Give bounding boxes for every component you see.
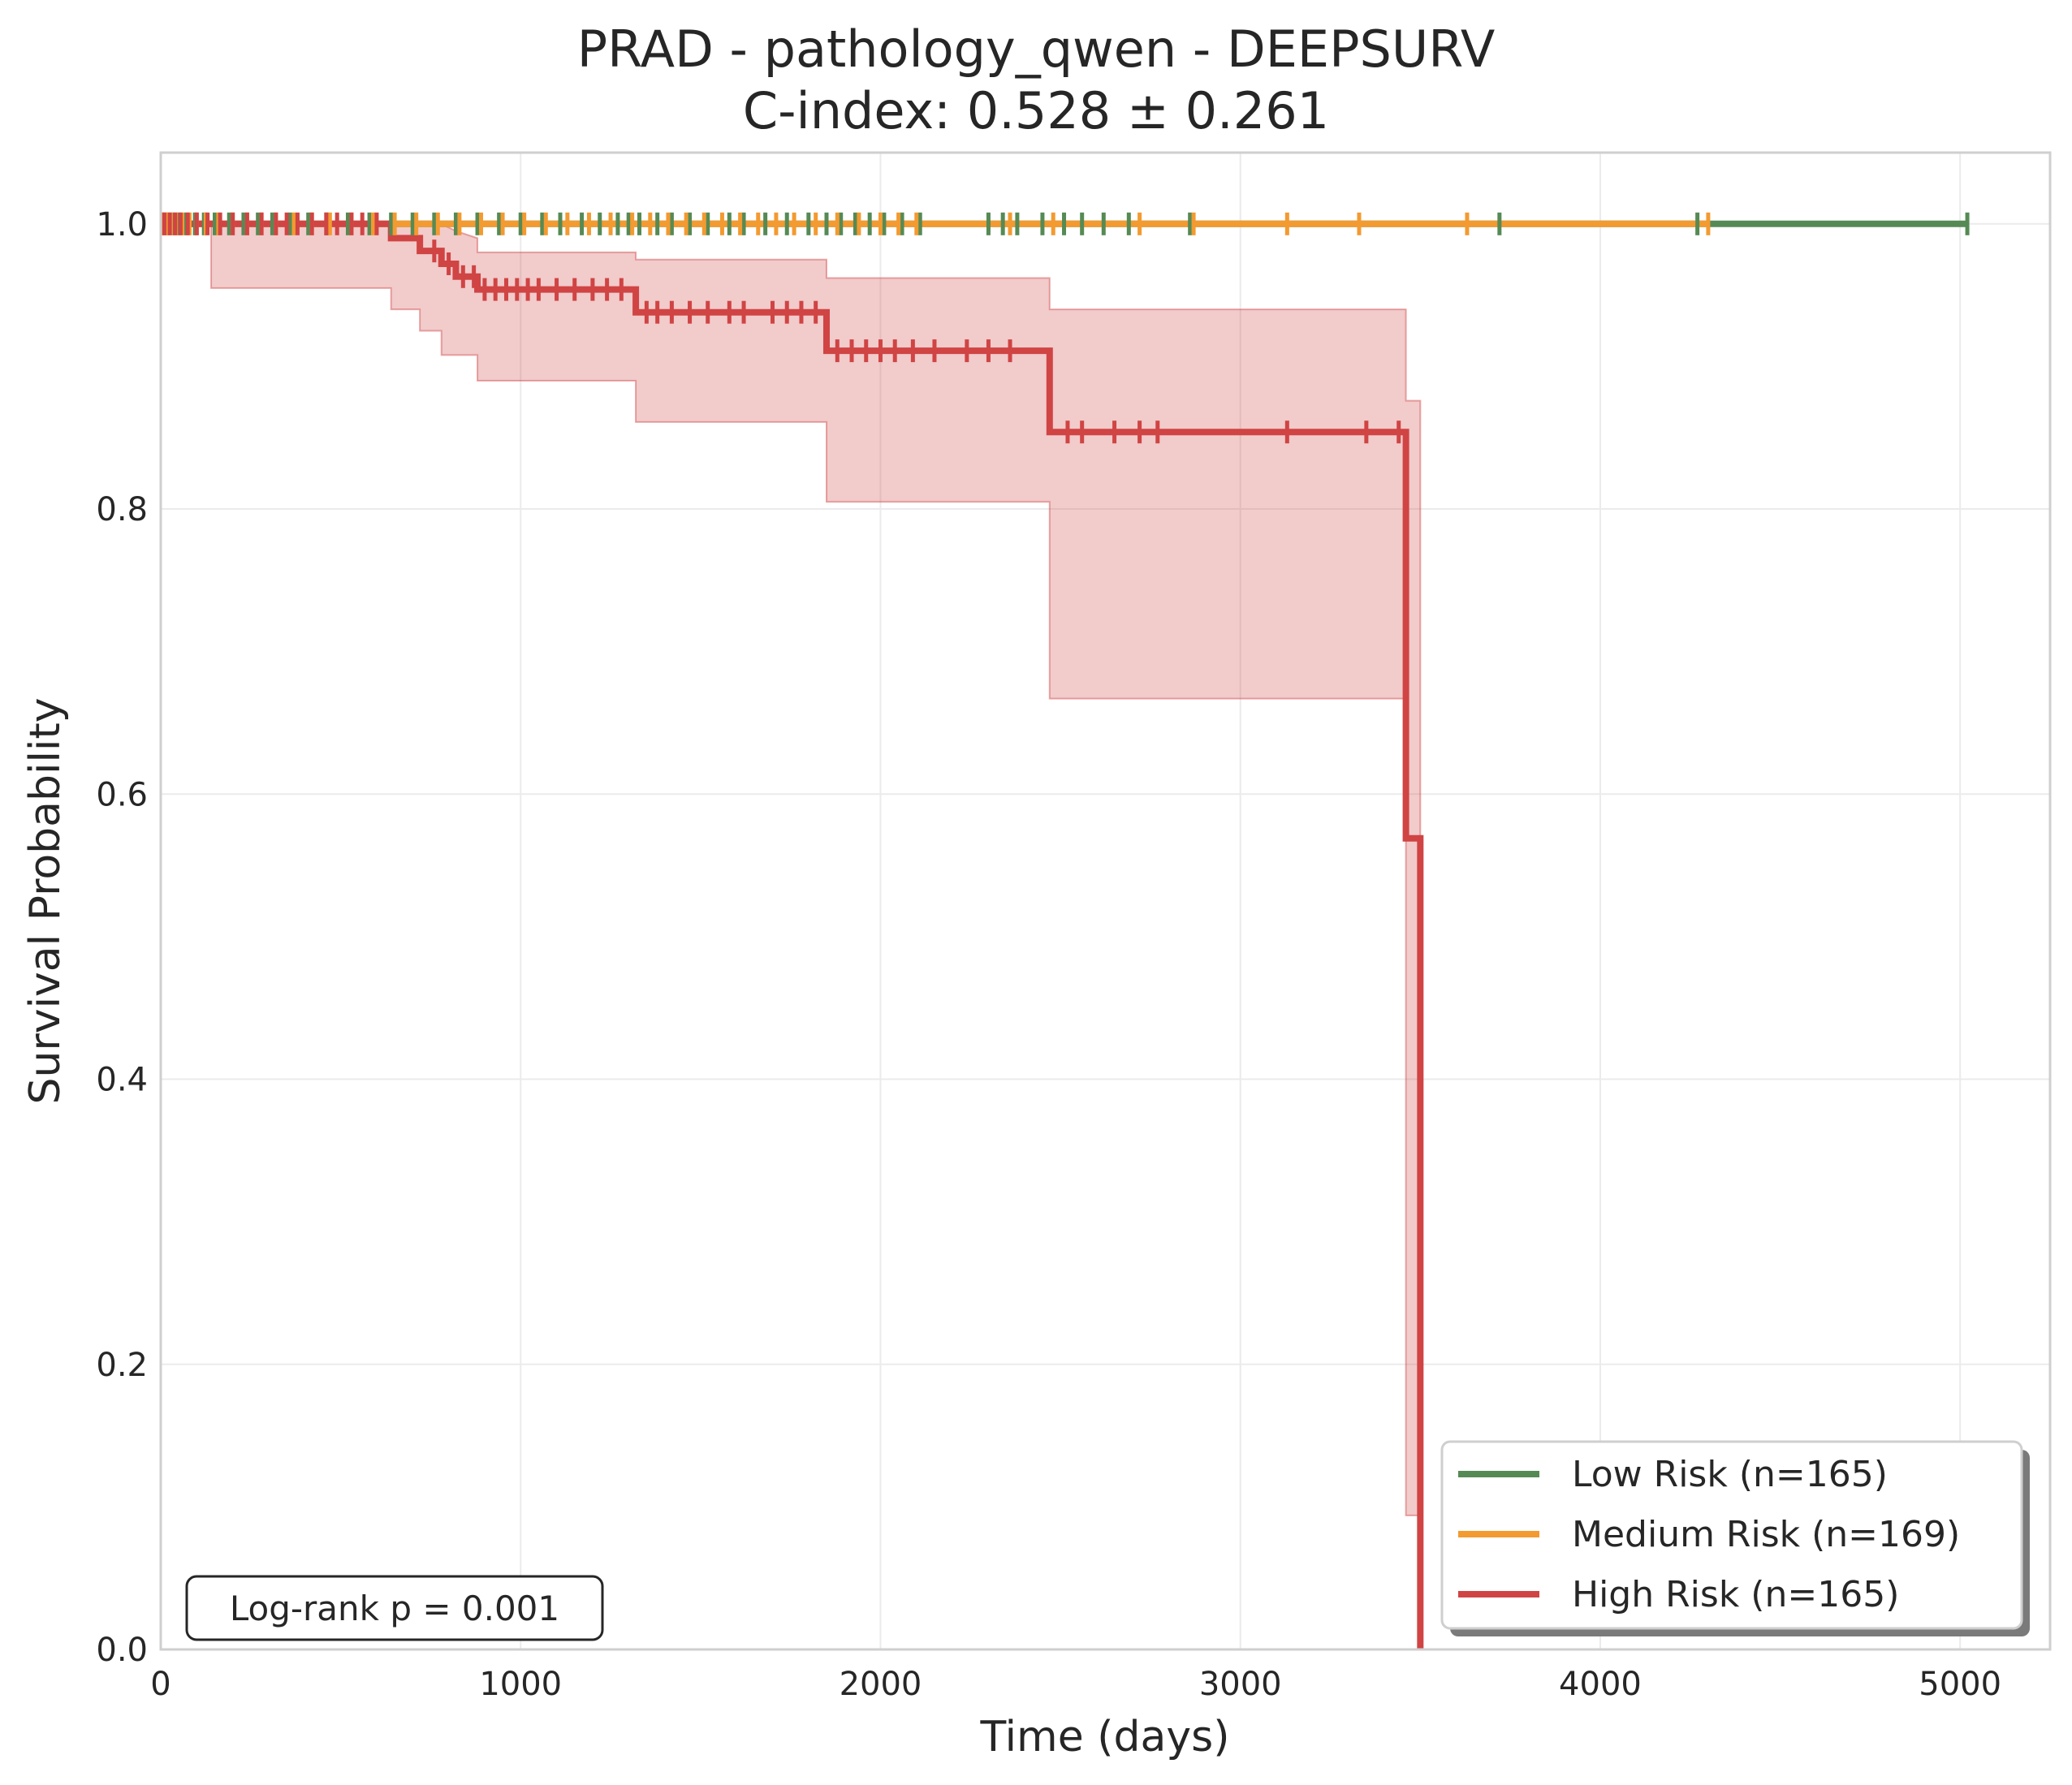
y-tick-label: 0.4 [96,1062,148,1099]
low-risk-legend-label: Low Risk (n=165) [1572,1454,1888,1495]
annotation-box [185,1575,604,1641]
confidence-bands [161,222,1422,1516]
y-axis-label: Survival Probability [21,697,70,1104]
log-rank-text: Log-rank p = 0.001 [230,1589,559,1628]
y-tick-label: 1.0 [96,206,148,244]
chart-title: PRAD - pathology_qwen - DEEPSURV [577,19,1496,79]
legend-items: Low Risk (n=165) Medium Risk (n=169) High … [1458,1454,1960,1615]
legend: Low Risk (n=165) Medium Risk (n=169) High … [1440,1440,2030,1636]
high-risk-legend-label: High Risk (n=165) [1572,1574,1899,1615]
axis-ticks: 0 1000 2000 3000 4000 5000 0.0 0.2 0.4 0.6 0.8 1.0 [96,206,2001,1703]
medium-risk-legend-label: Medium Risk (n=169) [1572,1514,1960,1555]
x-tick-label: 5000 [1919,1666,2001,1703]
censor-marks [160,212,1970,444]
x-tick-label: 0 [150,1666,171,1703]
chart-subtitle: C-index: 0.528 ± 0.261 [743,81,1329,140]
y-tick-label: 0.8 [96,491,148,528]
y-tick-label: 0.6 [96,776,148,813]
legend-box [1440,1440,2023,1630]
x-tick-label: 1000 [479,1666,562,1703]
log-rank-annotation: Log-rank p = 0.001 [185,1575,604,1641]
plot-frame [159,151,2052,1651]
y-tick-label: 0.2 [96,1347,148,1384]
x-tick-label: 2000 [840,1666,922,1703]
high-risk-ci-band [161,222,1422,1516]
x-tick-label: 3000 [1199,1666,1282,1703]
y-tick-label: 0.0 [96,1632,148,1669]
x-tick-label: 4000 [1559,1666,1642,1703]
x-axis-label: Time (days) [979,1713,1229,1761]
